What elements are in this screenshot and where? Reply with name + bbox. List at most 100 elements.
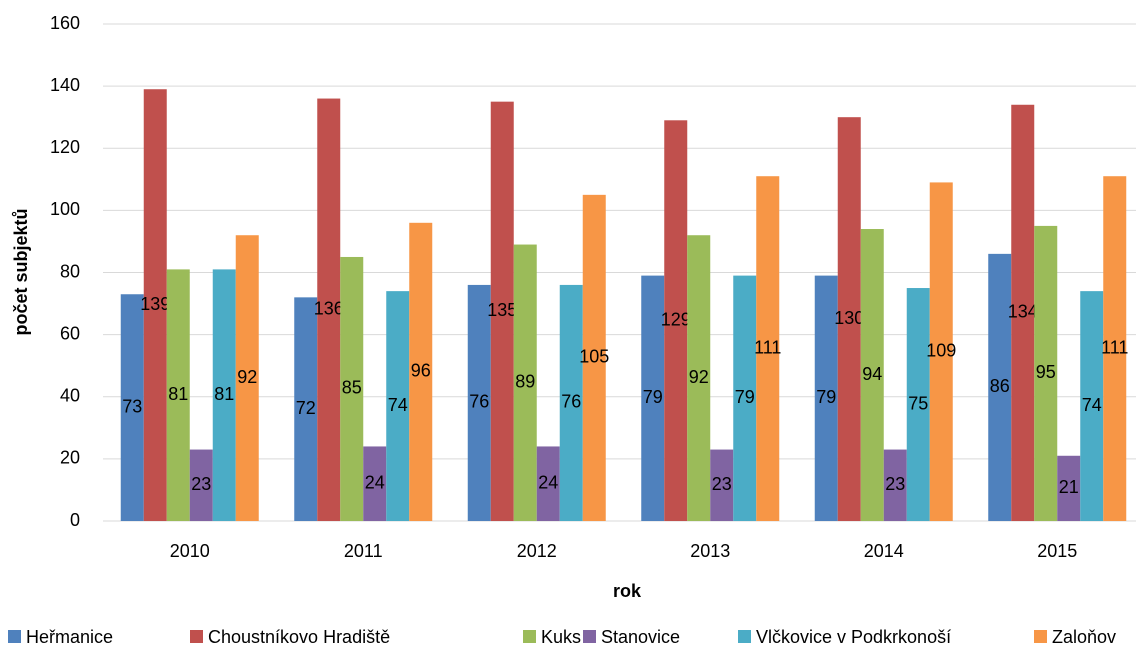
legend-label: Heřmanice <box>26 627 113 647</box>
y-axis-title: počet subjektů <box>11 208 31 335</box>
legend-label: Choustníkovo Hradiště <box>208 627 390 647</box>
bar <box>559 284 583 521</box>
bar <box>1057 455 1081 521</box>
data-label: 111 <box>1101 337 1128 357</box>
bar <box>143 89 167 521</box>
bar <box>906 288 930 521</box>
bar <box>340 256 364 521</box>
x-tick-label: 2010 <box>170 541 210 561</box>
data-label: 75 <box>908 393 928 413</box>
bar <box>756 176 780 522</box>
data-label: 21 <box>1059 477 1079 497</box>
data-label: 74 <box>388 395 408 415</box>
bar <box>860 229 884 521</box>
data-label: 96 <box>411 361 431 381</box>
bar <box>929 182 953 521</box>
data-label: 86 <box>990 376 1010 396</box>
bar <box>363 446 387 521</box>
data-label: 95 <box>1036 362 1056 382</box>
x-tick-label: 2014 <box>864 541 904 561</box>
data-label: 23 <box>712 474 732 494</box>
bar <box>490 101 514 521</box>
data-label: 134 <box>1008 302 1038 322</box>
bar <box>536 446 560 521</box>
x-tick-label: 2015 <box>1037 541 1077 561</box>
y-tick-label: 40 <box>60 386 80 406</box>
bar <box>988 253 1012 522</box>
data-label: 130 <box>834 308 864 328</box>
legend-label: Vlčkovice v Podkrkonoší <box>756 627 951 647</box>
bar <box>664 120 688 521</box>
legend-label: Zaloňov <box>1052 627 1116 647</box>
data-label: 79 <box>816 387 836 407</box>
legend-swatch <box>8 630 21 643</box>
bar <box>235 235 259 521</box>
data-label: 105 <box>579 347 609 367</box>
data-label: 89 <box>515 372 535 392</box>
y-tick-label: 100 <box>50 199 80 219</box>
y-tick-label: 0 <box>70 510 80 530</box>
bar <box>1103 176 1127 522</box>
bar <box>294 297 318 521</box>
y-tick-label: 60 <box>60 323 80 343</box>
bar <box>1080 291 1104 521</box>
bar <box>467 284 491 521</box>
data-label: 23 <box>191 474 211 494</box>
data-label: 81 <box>214 384 234 404</box>
legend-label: Stanovice <box>601 627 680 647</box>
legend-label: Kuks <box>541 627 581 647</box>
data-label: 85 <box>342 378 362 398</box>
bar <box>641 275 665 521</box>
data-label: 23 <box>885 474 905 494</box>
data-label: 24 <box>538 472 558 492</box>
legend-swatch <box>738 630 751 643</box>
legend-swatch <box>523 630 536 643</box>
data-label: 94 <box>862 364 882 384</box>
y-tick-label: 160 <box>50 13 80 33</box>
data-label: 129 <box>661 309 691 329</box>
bar <box>710 449 734 521</box>
bar <box>386 291 410 521</box>
y-tick-label: 140 <box>50 75 80 95</box>
data-label: 135 <box>487 300 517 320</box>
bar <box>1034 225 1058 521</box>
data-label: 92 <box>689 367 709 387</box>
data-label: 109 <box>926 340 956 360</box>
bar <box>513 244 537 521</box>
data-label: 81 <box>168 384 188 404</box>
x-tick-label: 2012 <box>517 541 557 561</box>
y-tick-label: 20 <box>60 448 80 468</box>
bar <box>1011 104 1035 521</box>
x-tick-label: 2013 <box>690 541 730 561</box>
bar <box>212 269 236 521</box>
data-label: 111 <box>754 337 781 357</box>
data-label: 136 <box>314 299 344 319</box>
bar <box>582 194 606 521</box>
x-tick-label: 2011 <box>344 541 383 561</box>
legend-swatch <box>190 630 203 643</box>
data-label: 74 <box>1082 395 1102 415</box>
data-label: 73 <box>122 396 142 416</box>
data-label: 139 <box>140 294 170 314</box>
legend-swatch <box>1034 630 1047 643</box>
data-label: 76 <box>469 392 489 412</box>
data-label: 79 <box>643 387 663 407</box>
data-label: 24 <box>365 472 385 492</box>
bar <box>883 449 907 521</box>
data-label: 92 <box>237 367 257 387</box>
legend-swatch <box>583 630 596 643</box>
y-tick-label: 80 <box>60 261 80 281</box>
bar <box>409 222 433 522</box>
x-axis-title: rok <box>613 581 642 601</box>
bar <box>166 269 190 521</box>
bar <box>317 98 341 522</box>
bar <box>733 275 757 521</box>
y-tick-label: 120 <box>50 137 80 157</box>
data-label: 79 <box>735 387 755 407</box>
data-label: 76 <box>561 392 581 412</box>
bar <box>687 235 711 521</box>
bar <box>120 294 144 521</box>
bar <box>837 117 861 521</box>
bar <box>189 449 213 521</box>
